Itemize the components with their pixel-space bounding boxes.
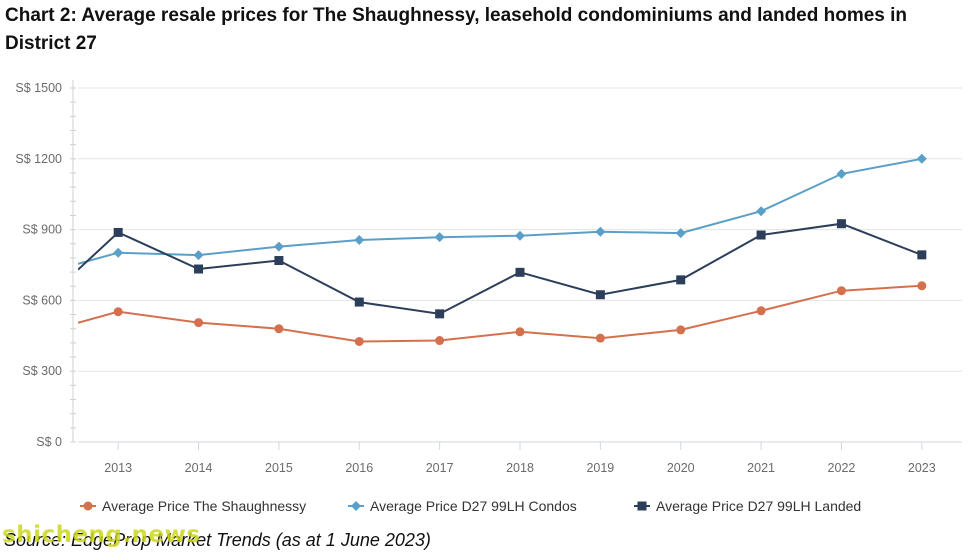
data-point (676, 275, 686, 285)
y-tick-label: S$ 1200 (15, 152, 62, 166)
gridlines (78, 87, 962, 443)
data-point (193, 250, 204, 261)
data-point (675, 228, 686, 239)
data-point (435, 336, 445, 346)
data-point (194, 264, 204, 274)
watermark: shicheng.news (2, 522, 201, 548)
y-tick-label: S$ 300 (22, 364, 62, 378)
data-point (354, 297, 364, 307)
data-point (274, 324, 284, 334)
x-tick-label: 2017 (426, 461, 454, 475)
data-point (354, 336, 364, 346)
legend-marker (637, 501, 647, 511)
chart-title: Chart 2: Average resale prices for The S… (5, 5, 908, 54)
legend: Average Price The Shaughnessy Average Pri… (80, 498, 861, 514)
x-tick-label: 2021 (747, 461, 775, 475)
data-point (113, 227, 123, 237)
source-note: Source: EdgeProp Market Trends (as at 1 … (4, 530, 431, 550)
x-tick-label: 2019 (586, 461, 614, 475)
y-tick-label: S$ 0 (36, 435, 62, 449)
data-point (113, 307, 123, 317)
data-point (917, 281, 927, 291)
data-point (274, 256, 284, 266)
legend-item[interactable]: Average Price D27 99LH Condos (348, 498, 577, 514)
data-point (756, 306, 766, 316)
x-tick-label: 2013 (104, 461, 132, 475)
data-point (836, 219, 846, 229)
legend-label: Average Price D27 99LH Condos (370, 498, 577, 514)
x-tick-label: 2023 (908, 461, 936, 475)
data-point (354, 234, 365, 245)
data-point (595, 290, 605, 300)
y-tick-label: S$ 600 (22, 293, 62, 307)
legend-marker (351, 501, 361, 511)
series-1 (78, 281, 927, 346)
legend-item[interactable]: Average Price D27 99LH Landed (634, 498, 861, 514)
data-point (434, 232, 445, 243)
data-point (836, 168, 847, 179)
series-line (78, 222, 923, 315)
series-layer (78, 153, 927, 346)
data-point (756, 206, 767, 217)
data-point (595, 333, 605, 343)
data-point (916, 153, 927, 164)
legend-item[interactable]: Average Price The Shaughnessy (80, 498, 306, 514)
data-point (836, 286, 846, 296)
data-point (595, 226, 606, 237)
x-tick-label: 2015 (265, 461, 293, 475)
y-tick-label: S$ 1500 (15, 81, 62, 95)
data-point (515, 230, 525, 241)
data-point (676, 325, 686, 335)
data-point (194, 318, 204, 328)
legend-label: Average Price The Shaughnessy (102, 498, 306, 514)
y-tick-label: S$ 900 (22, 223, 62, 237)
data-point (515, 327, 525, 337)
x-tick-label: 2018 (506, 461, 534, 475)
data-point (435, 309, 445, 319)
legend-label: Average Price D27 99LH Landed (656, 498, 861, 514)
data-point (113, 247, 124, 258)
series-3 (78, 219, 927, 319)
legend-marker (83, 501, 93, 511)
series-line (78, 157, 922, 265)
x-tick-label: 2020 (667, 461, 695, 475)
axes: S$ 0 S$ 300 S$ 600 S$ 900 S$ 1200 S$ 1500 2013… (15, 80, 936, 475)
x-tick-label: 2022 (828, 461, 856, 475)
data-point (756, 230, 766, 240)
data-point (273, 241, 284, 252)
x-tick-label: 2014 (185, 461, 213, 475)
data-point (515, 267, 525, 277)
series-line (78, 284, 922, 343)
x-tick-label: 2016 (345, 461, 373, 475)
series-2 (78, 153, 927, 265)
data-point (917, 250, 927, 260)
